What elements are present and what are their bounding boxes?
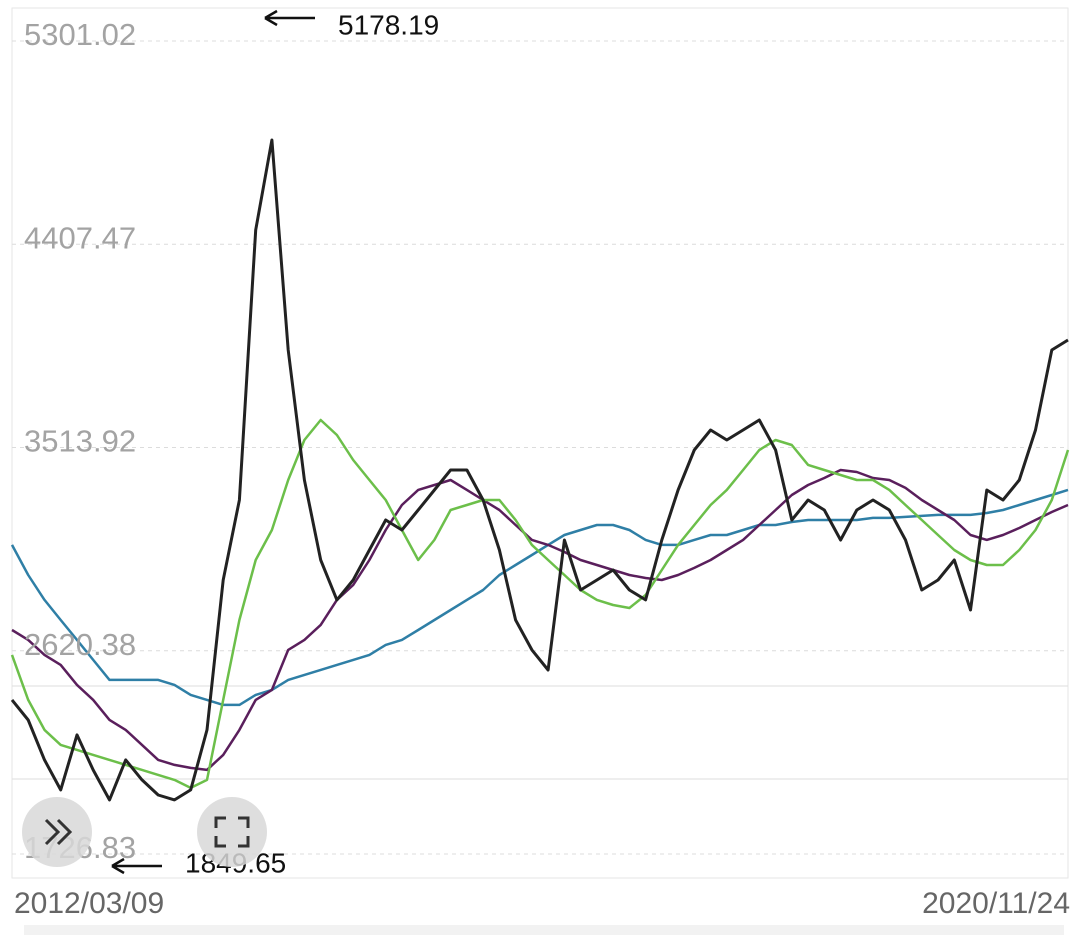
series-line [11, 468, 1069, 772]
series-line [10, 138, 1069, 802]
fullscreen-icon [214, 816, 250, 848]
bottom-strip [24, 925, 1064, 935]
plot-frame [11, 7, 1069, 879]
arrow [264, 9, 315, 27]
y-tick-label: 4407.47 [24, 220, 136, 255]
x-tick-label: 2012/03/09 [14, 887, 164, 920]
series-line [10, 418, 1070, 790]
annotation: 5178.19 [338, 9, 439, 40]
expand-icon [44, 818, 73, 846]
series-line [10, 488, 1069, 707]
fullscreen-button[interactable] [197, 797, 267, 867]
y-tick-label: 3513.92 [24, 424, 136, 459]
x-tick-label: 2020/11/24 [922, 887, 1070, 920]
y-tick-label: 2620.38 [24, 627, 136, 662]
arrow [111, 857, 162, 875]
y-tick-label: 5301.02 [24, 17, 136, 52]
